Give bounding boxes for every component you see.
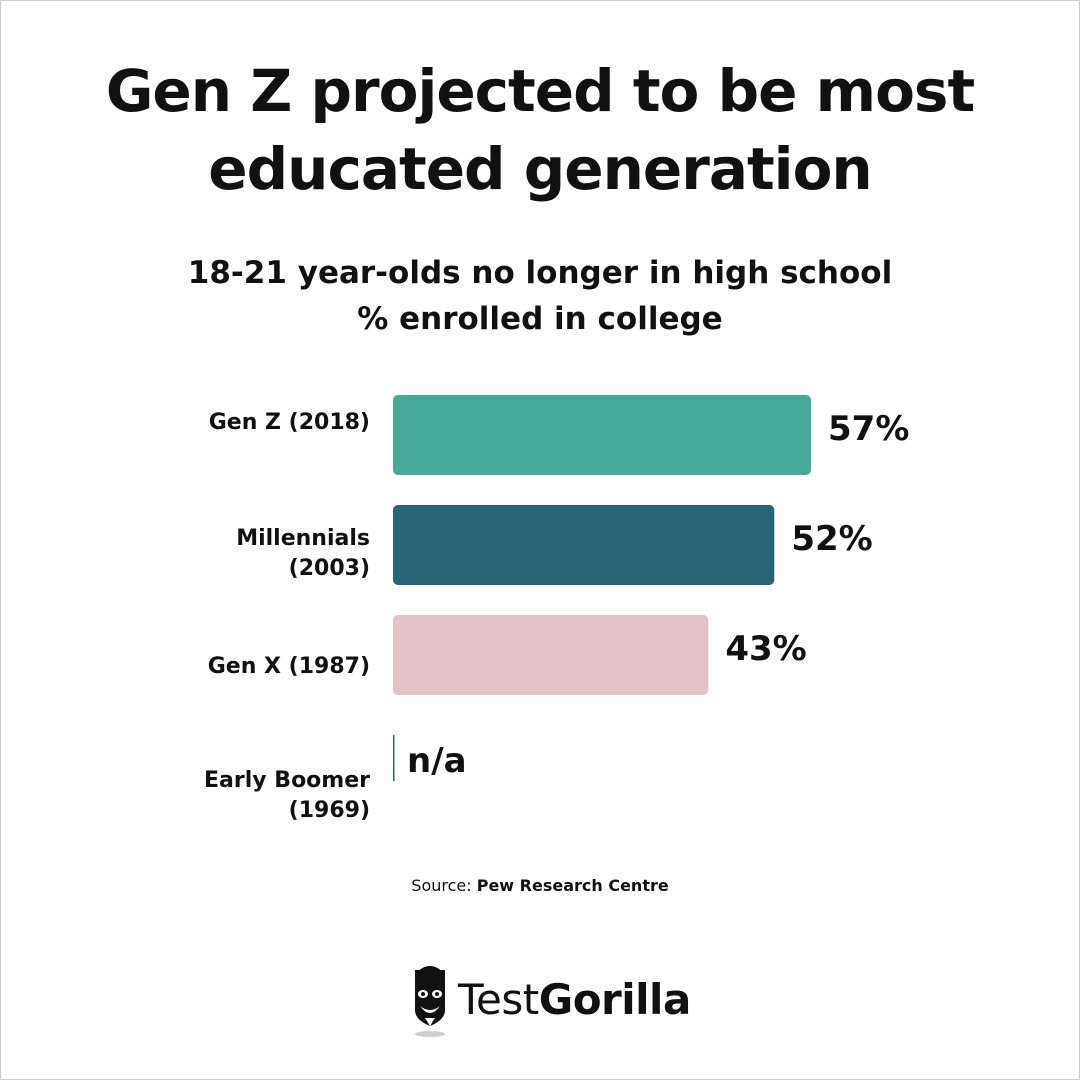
bar-millennials-2003 <box>393 505 775 585</box>
title-line-2: educated generation <box>208 135 872 203</box>
gorilla-icon <box>415 966 445 1037</box>
category-label-gen-x-1987: Gen X (1987) <box>208 654 370 679</box>
bar-early-boomer-1969 <box>393 735 395 781</box>
bar-gen-x-1987 <box>393 615 709 695</box>
chart-subtitle: 18-21 year-olds no longer in high school… <box>0 250 1080 342</box>
value-label-millennials-2003: 52% <box>791 519 872 559</box>
source-name: Pew Research Centre <box>476 876 669 895</box>
logo-word-test: Test <box>458 974 539 1024</box>
subtitle-line-1: 18-21 year-olds no longer in high school <box>187 255 893 291</box>
value-label-gen-z-2018: 57% <box>828 409 909 449</box>
subtitle-line-2: % enrolled in college <box>357 301 723 337</box>
title-line-1: Gen Z projected to be most <box>105 57 975 125</box>
category-label-early-boomer-1969: Early Boomer (1969) <box>204 768 370 823</box>
source-prefix: Source: <box>411 876 472 895</box>
page-title: Gen Z projected to be most educated gene… <box>0 52 1080 208</box>
value-label-gen-x-1987: 43% <box>725 629 806 669</box>
category-label-gen-z-2018: Gen Z (2018) <box>209 410 370 435</box>
value-label-early-boomer-1969: n/a <box>407 741 467 781</box>
bar-gen-z-2018 <box>393 395 811 475</box>
testgorilla-logo: TestGorilla <box>410 960 691 1038</box>
source-note: Source: Pew Research Centre <box>0 876 1080 895</box>
logo-word-gorilla: Gorilla <box>538 974 692 1024</box>
category-label-millennials-2003: Millennials (2003) <box>236 526 370 581</box>
logo-wordmark: TestGorilla <box>458 975 691 1024</box>
